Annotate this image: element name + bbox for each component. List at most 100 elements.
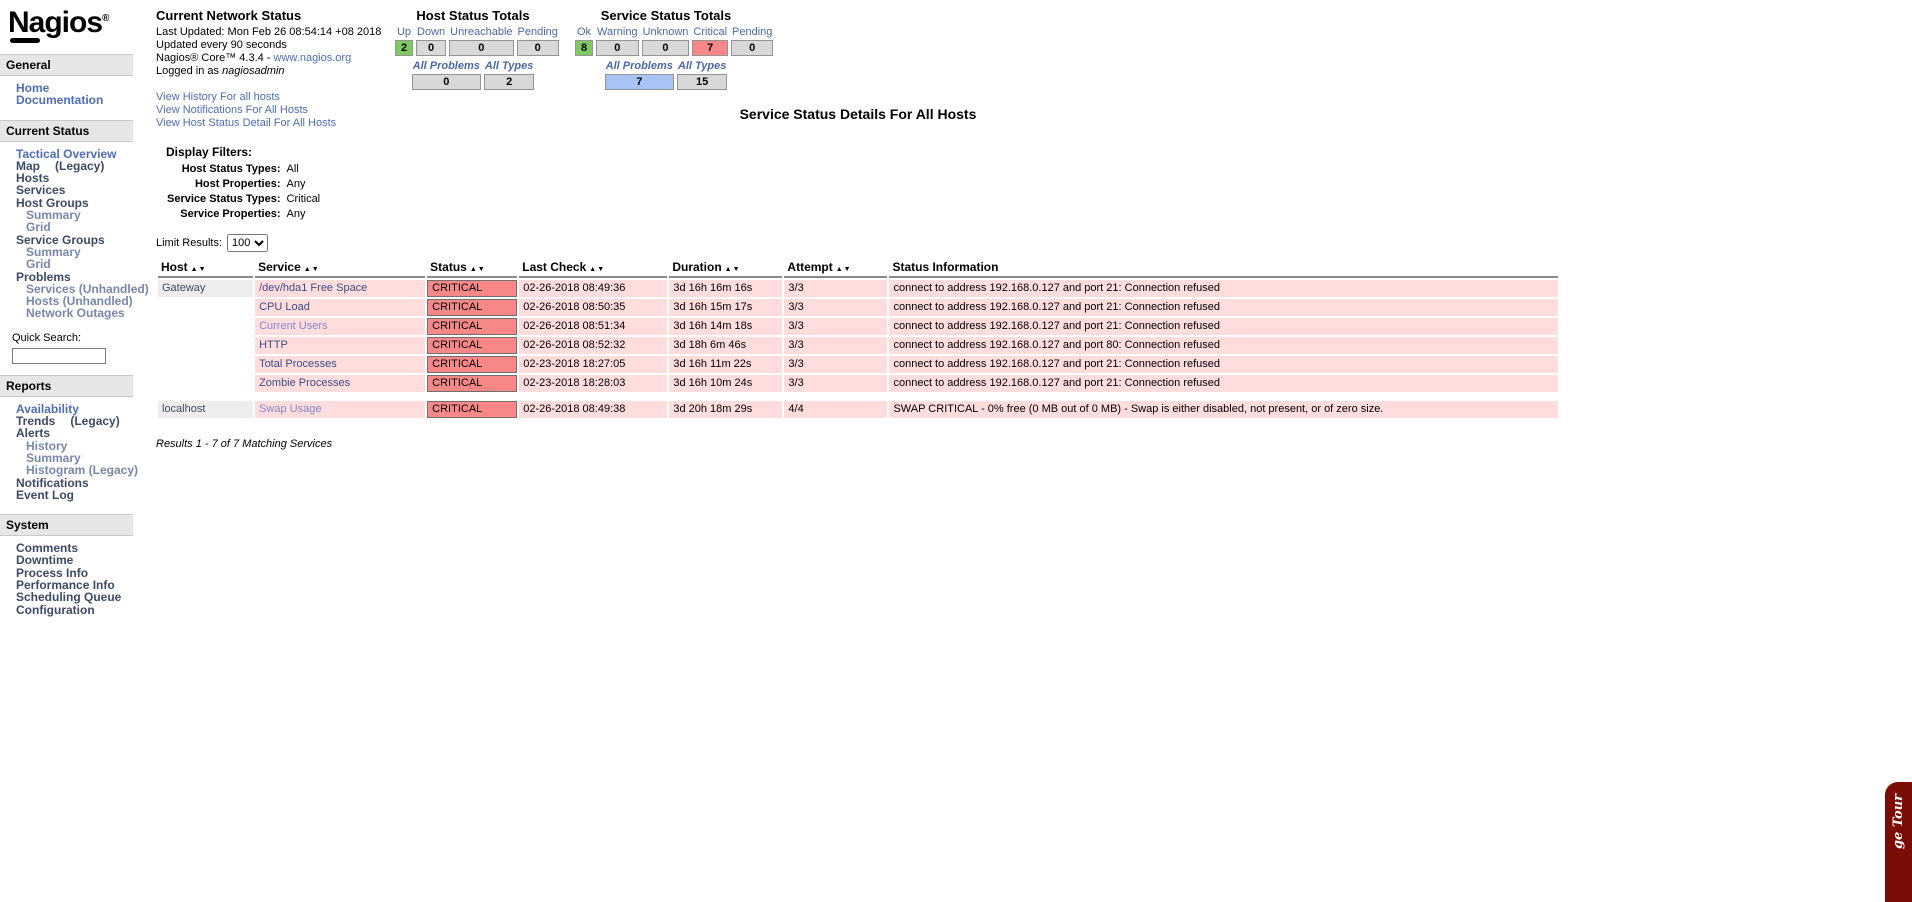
- limit-results-select[interactable]: 100: [227, 234, 269, 252]
- sidebar-item-downtime[interactable]: Downtime: [0, 554, 150, 566]
- sidebar-item-host-groups[interactable]: Host Groups: [0, 197, 150, 209]
- view-notifications-link[interactable]: View Notifications For All Hosts: [156, 104, 309, 116]
- sidebar-item-process-info[interactable]: Process Info: [0, 567, 150, 579]
- page-tour-ribbon[interactable]: ge Tour: [1885, 782, 1912, 902]
- service-warning-count[interactable]: 0: [596, 40, 639, 56]
- host-up-count[interactable]: 2: [395, 40, 413, 56]
- sort-arrows-icon[interactable]: ▲▼: [724, 266, 741, 273]
- host-link-localhost[interactable]: localhost: [162, 403, 206, 415]
- host-down-link[interactable]: Down: [417, 26, 446, 38]
- nagios-org-link[interactable]: www.nagios.org: [273, 52, 352, 64]
- sidebar-item-configuration[interactable]: Configuration: [0, 603, 150, 616]
- attempt-cell: 4/4: [784, 401, 888, 418]
- sidebar-item-problems[interactable]: Problems: [0, 270, 150, 283]
- service-link-cpu-load[interactable]: CPU Load: [259, 301, 310, 313]
- view-history-link[interactable]: View History For all hosts: [156, 91, 280, 103]
- sidebar-item-summary[interactable]: Summary: [0, 452, 150, 464]
- sort-arrows-icon[interactable]: ▲▼: [190, 266, 207, 273]
- service-warning-link[interactable]: Warning: [597, 26, 638, 38]
- sidebar-item-scheduling-queue[interactable]: Scheduling Queue: [0, 591, 150, 603]
- table-row: HTTP CRITICAL 02-26-2018 08:52:32 3d 18h 6m…: [158, 337, 1558, 354]
- sidebar-item-histogram-legacy[interactable]: Histogram (Legacy): [0, 464, 150, 476]
- sidebar-item-notifications[interactable]: Notifications: [0, 476, 150, 489]
- host-down-count[interactable]: 0: [416, 40, 447, 56]
- service-all-problems-link[interactable]: All Problems: [605, 60, 673, 72]
- service-cell: /dev/hda1 Free Space: [255, 280, 426, 297]
- service-pending-count[interactable]: 0: [731, 40, 774, 56]
- host-all-types-link[interactable]: All Types: [484, 60, 534, 72]
- service-all-types-link[interactable]: All Types: [677, 60, 727, 72]
- sidebar-item-label: Hosts (Unhandled): [26, 294, 133, 309]
- service-cell: CPU Load: [255, 299, 426, 316]
- quick-search-input[interactable]: [12, 347, 106, 364]
- sidebar-item-tactical-overview[interactable]: Tactical Overview: [0, 147, 150, 160]
- service-critical-link[interactable]: Critical: [693, 26, 728, 38]
- totals-summary-header-row: All Problems All Types: [605, 60, 728, 72]
- host-cell: localhost: [158, 401, 254, 418]
- service-ok-count[interactable]: 8: [575, 40, 593, 56]
- host-pending-count[interactable]: 0: [516, 40, 559, 56]
- sidebar-item-suffix: (Legacy): [55, 158, 105, 173]
- sidebar-item-trends[interactable]: Trends (Legacy): [0, 415, 150, 427]
- service-pending-link[interactable]: Pending: [732, 26, 773, 38]
- sidebar-item-services-unhandled[interactable]: Services (Unhandled): [0, 283, 150, 295]
- host-unreachable-link[interactable]: Unreachable: [450, 26, 513, 38]
- column-header-duration: Duration ▲▼: [669, 259, 783, 278]
- sidebar-item-alerts[interactable]: Alerts: [0, 427, 150, 439]
- sidebar-item-label: Summary: [26, 244, 81, 259]
- host-pending-link[interactable]: Pending: [517, 26, 558, 38]
- service-link-http[interactable]: HTTP: [259, 339, 288, 351]
- host-all-problems-count[interactable]: 0: [411, 74, 481, 90]
- sidebar-item-grid[interactable]: Grid: [0, 221, 150, 233]
- column-header-status-information: Status Information: [889, 259, 1558, 278]
- sidebar-sections: General Home Documentation Current Status Ta…: [0, 54, 150, 618]
- view-links: View History For all hosts View Notifica…: [156, 91, 388, 130]
- host-all-problems-link[interactable]: All Problems: [412, 60, 480, 72]
- view-host-status-detail-link[interactable]: View Host Status Detail For All Hosts: [156, 117, 337, 129]
- sort-arrows-icon[interactable]: ▲▼: [469, 266, 486, 273]
- sidebar-item-grid[interactable]: Grid: [0, 258, 150, 270]
- sidebar-item-availability[interactable]: Availability: [0, 403, 150, 415]
- sidebar-item-summary[interactable]: Summary: [0, 209, 150, 221]
- sidebar-item-hosts[interactable]: Hosts: [0, 172, 150, 184]
- sidebar-item-network-outages[interactable]: Network Outages: [0, 307, 150, 319]
- host-up-link[interactable]: Up: [396, 26, 412, 38]
- filter-label: Service Properties:: [180, 208, 281, 220]
- sidebar-item-map[interactable]: Map (Legacy): [0, 160, 150, 172]
- service-unknown-count[interactable]: 0: [641, 40, 690, 56]
- service-all-problems-count[interactable]: 7: [604, 74, 674, 90]
- nagios-logo: Nagios®: [8, 8, 150, 38]
- service-unknown-link[interactable]: Unknown: [642, 26, 689, 38]
- service-critical-count[interactable]: 7: [692, 40, 729, 56]
- sidebar-item-hosts-unhandled[interactable]: Hosts (Unhandled): [0, 295, 150, 307]
- service-link-zombie-processes[interactable]: Zombie Processes: [259, 377, 351, 389]
- sidebar-item-home[interactable]: Home: [0, 82, 150, 94]
- update-interval-text: Updated every 90 seconds: [156, 39, 287, 51]
- service-link-total-processes[interactable]: Total Processes: [259, 358, 337, 370]
- sidebar-item-event-log[interactable]: Event Log: [0, 489, 150, 501]
- sidebar-item-label: History: [26, 438, 68, 453]
- sidebar-item-documentation[interactable]: Documentation: [0, 94, 150, 106]
- status-information-cell: SWAP CRITICAL - 0% free (0 MB out of 0 M…: [889, 401, 1558, 418]
- sidebar-item-comments[interactable]: Comments: [0, 542, 150, 554]
- sidebar-item-services[interactable]: Services: [0, 184, 150, 196]
- sort-arrows-icon[interactable]: ▲▼: [303, 266, 320, 273]
- service-link-swap-usage[interactable]: Swap Usage: [259, 403, 322, 415]
- sidebar-item-summary[interactable]: Summary: [0, 246, 150, 258]
- sidebar-item-history[interactable]: History: [0, 438, 150, 453]
- host-unreachable-count[interactable]: 0: [449, 40, 514, 56]
- service-all-types-count[interactable]: 15: [676, 74, 728, 90]
- sort-arrows-icon[interactable]: ▲▼: [589, 266, 606, 273]
- service-ok-link[interactable]: Ok: [576, 26, 592, 38]
- service-link-current-users[interactable]: Current Users: [259, 320, 328, 332]
- top-info-area: Current Network Status Last Updated: Mon…: [150, 0, 1912, 222]
- service-link-dev-hda1-free-space[interactable]: /dev/hda1 Free Space: [259, 282, 368, 294]
- filter-label: Host Status Types:: [181, 163, 281, 175]
- host-link-gateway[interactable]: Gateway: [162, 282, 206, 294]
- column-header-service: Service ▲▼: [255, 259, 426, 278]
- sidebar-item-performance-info[interactable]: Performance Info: [0, 579, 150, 591]
- sort-arrows-icon[interactable]: ▲▼: [835, 266, 852, 273]
- host-all-types-count[interactable]: 2: [483, 74, 535, 90]
- sidebar-item-service-groups[interactable]: Service Groups: [0, 234, 150, 246]
